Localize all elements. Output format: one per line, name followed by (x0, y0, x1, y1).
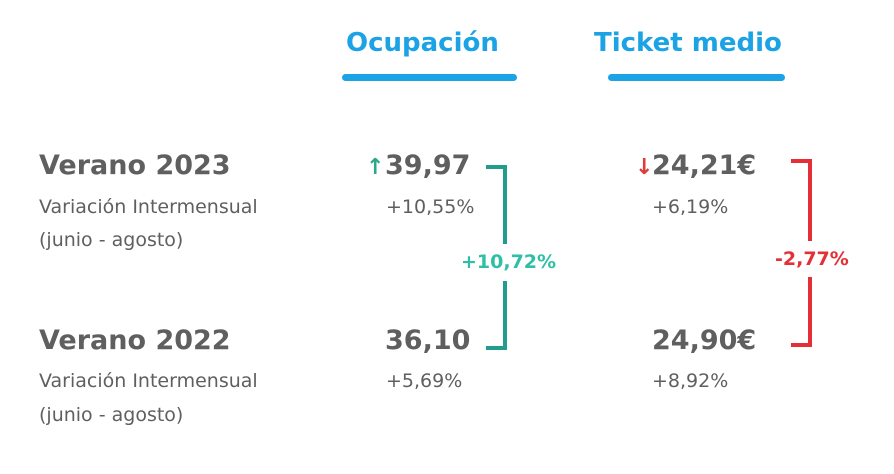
occupancy-2023-pct: +10,55% (386, 196, 475, 218)
arrow-up-icon: ↑ (366, 155, 385, 180)
occupancy-header-underline (342, 74, 517, 81)
occupancy-2022-pct: +5,69% (386, 370, 463, 392)
occupancy-header: Ocupación (346, 28, 499, 58)
occupancy-2022-value: 36,10 (385, 325, 471, 356)
ticket-difference-value: -2,77% (775, 248, 849, 270)
ticket-2023-pct: +6,19% (652, 196, 729, 218)
season-2022-variation-label: Variación Intermensual (39, 370, 258, 392)
season-2023-variation-label: Variación Intermensual (39, 196, 258, 218)
season-2022-period-label: (junio - agosto) (39, 404, 184, 426)
ticket-header-underline (608, 74, 785, 81)
occupancy-2023-value: 39,97 (385, 150, 471, 181)
season-2023-period-label: (junio - agosto) (39, 229, 184, 251)
ticket-2023-value: 24,21€ (652, 150, 757, 181)
arrow-down-icon: ↓ (635, 155, 654, 180)
occupancy-difference-value: +10,72% (461, 251, 557, 273)
season-2023-title: Verano 2023 (39, 150, 231, 181)
ticket-2022-value: 24,90€ (652, 325, 757, 356)
season-2022-title: Verano 2022 (39, 325, 231, 356)
ticket-header: Ticket medio (594, 28, 782, 58)
ticket-2022-pct: +8,92% (652, 370, 729, 392)
